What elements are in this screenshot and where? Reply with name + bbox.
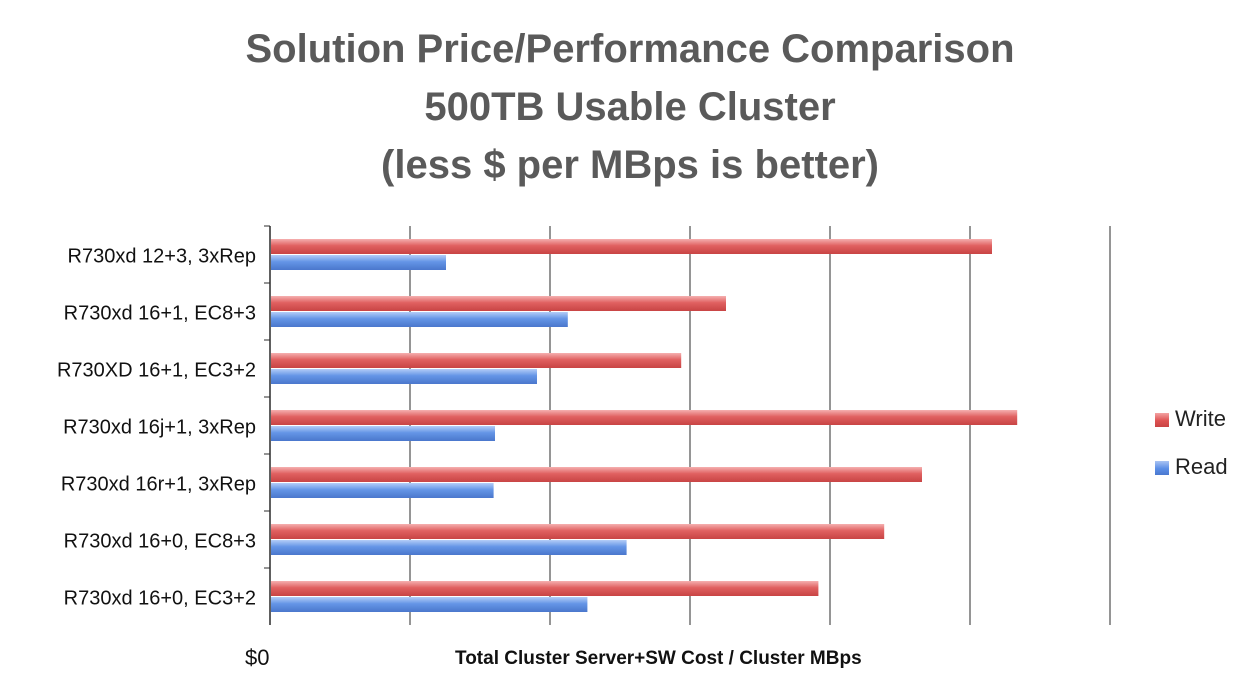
x-axis-title: Total Cluster Server+SW Cost / Cluster M… <box>455 648 862 669</box>
category-label: R730xd 16j+1, 3xRep <box>63 417 256 439</box>
bar-write <box>271 410 1018 425</box>
bar-read <box>271 312 568 327</box>
category-label: R730XD 16+1, EC3+2 <box>57 360 256 382</box>
legend-read-swatch <box>1155 461 1169 476</box>
x-tick-label-zero: $0 <box>245 645 270 670</box>
legend-write-label: Write <box>1175 406 1226 431</box>
bar-read <box>271 483 494 498</box>
category-label: R730xd 16+1, EC8+3 <box>64 303 256 325</box>
bar-write <box>271 581 819 596</box>
gridlines <box>264 225 1111 625</box>
bar-read <box>271 369 537 384</box>
category-label: R730xd 16r+1, 3xRep <box>61 474 256 496</box>
chart-title-line-3: (less $ per MBps is better) <box>381 143 879 187</box>
category-labels: R730xd 12+3, 3xRep R730xd 16+1, EC8+3 R730… <box>57 246 256 610</box>
category-label: R730xd 16+0, EC8+3 <box>64 531 256 553</box>
legend-read-label: Read <box>1175 454 1228 479</box>
bars <box>271 239 1018 612</box>
bar-write <box>271 353 682 368</box>
legend-write-swatch <box>1155 413 1169 428</box>
bar-write <box>271 239 992 254</box>
chart-title-line-1: Solution Price/Performance Comparison <box>245 27 1015 71</box>
bar-write <box>271 524 885 539</box>
bar-write <box>271 296 726 311</box>
bar-read <box>271 255 446 270</box>
bar-write <box>271 467 922 482</box>
bar-read <box>271 597 588 612</box>
category-label: R730xd 16+0, EC3+2 <box>64 588 256 610</box>
legend-read: Read <box>1155 454 1228 480</box>
category-label: R730xd 12+3, 3xRep <box>68 246 256 268</box>
chart-title-line-2: 500TB Usable Cluster <box>424 85 836 129</box>
bar-read <box>271 426 495 441</box>
legend-write: Write <box>1155 406 1226 432</box>
bar-read <box>271 540 627 555</box>
